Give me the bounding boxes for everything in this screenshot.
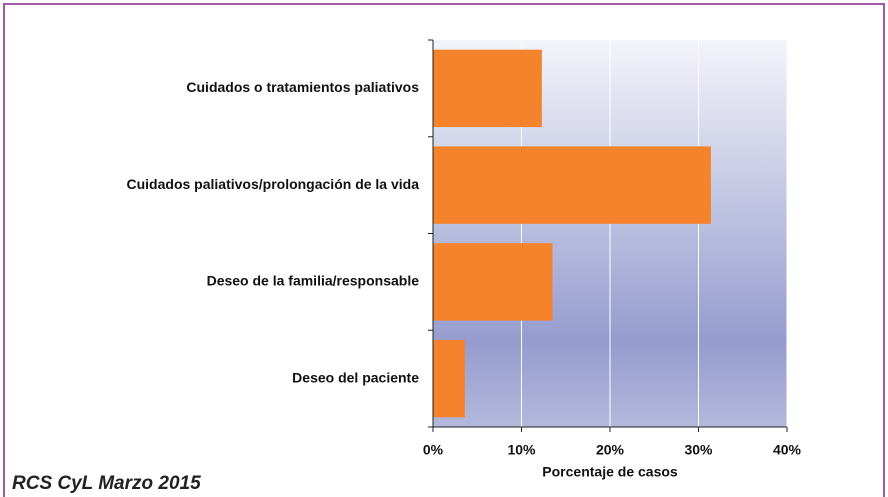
frame xyxy=(3,3,885,497)
x-tick-label: 10% xyxy=(507,442,536,458)
y-tick-label: Deseo del paciente xyxy=(292,369,419,385)
x-tick-label: 30% xyxy=(684,442,713,458)
y-tick-label: Deseo de la familia/responsable xyxy=(207,273,420,289)
x-axis-label: Porcentaje de casos xyxy=(542,464,678,480)
bar xyxy=(433,243,553,321)
y-tick-label: Cuidados o tratamientos paliativos xyxy=(186,79,419,95)
source: RCS CyL Marzo 2015 xyxy=(12,473,201,494)
x-tick-label: 0% xyxy=(423,442,444,458)
y-tick-label: Cuidados paliativos/prolongación de la v… xyxy=(127,176,420,192)
bar xyxy=(433,146,711,224)
x-tick-label: 40% xyxy=(773,442,802,458)
x-tick-label: 20% xyxy=(596,442,625,458)
bar xyxy=(433,339,465,418)
bar xyxy=(433,49,542,128)
